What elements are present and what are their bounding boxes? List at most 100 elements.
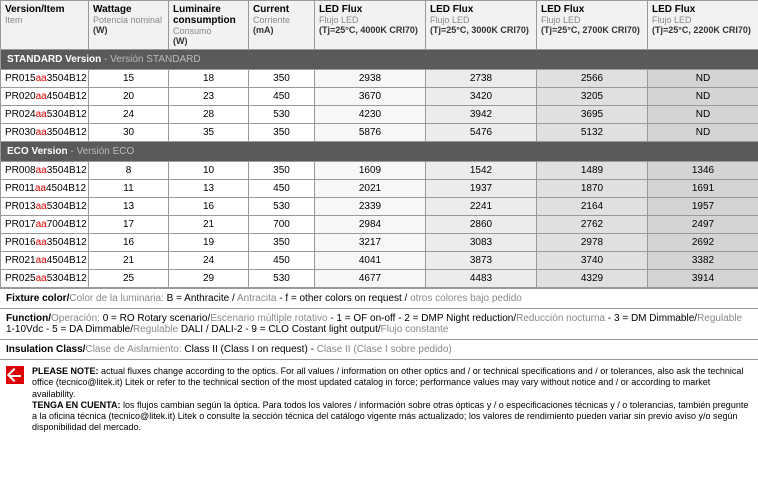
led-flux: ND [648, 124, 758, 142]
part-number: PR024aa5304B12 [1, 106, 89, 124]
consumption: 35 [169, 124, 249, 142]
please-note: PLEASE NOTE: actual fluxes change accord… [0, 359, 758, 440]
part-number: PR030aa3504B12 [1, 124, 89, 142]
part-number: PR015aa3504B12 [1, 70, 89, 88]
led-flux: 4041 [315, 252, 426, 270]
led-flux: 2938 [315, 70, 426, 88]
led-flux: 3205 [537, 88, 648, 106]
led-flux: 5476 [426, 124, 537, 142]
part-number: PR011aa4504B12 [1, 180, 89, 198]
wattage: 13 [89, 198, 169, 216]
led-flux: 4329 [537, 270, 648, 288]
consumption: 21 [169, 216, 249, 234]
wattage: 15 [89, 70, 169, 88]
consumption: 13 [169, 180, 249, 198]
led-flux: 3670 [315, 88, 426, 106]
led-flux: 3740 [537, 252, 648, 270]
led-flux: 2762 [537, 216, 648, 234]
table-row: PR008aa3504B128103501609154214891346 [1, 162, 758, 180]
table-row: PR013aa5304B1213165302339224121641957 [1, 198, 758, 216]
led-flux: 4483 [426, 270, 537, 288]
column-header: Luminaire consumptionConsumo(W) [169, 1, 249, 50]
led-flux: 2978 [537, 234, 648, 252]
wattage: 21 [89, 252, 169, 270]
led-flux: ND [648, 106, 758, 124]
consumption: 19 [169, 234, 249, 252]
table-row: PR025aa5304B1225295304677448343293914 [1, 270, 758, 288]
led-flux: 5132 [537, 124, 648, 142]
wattage: 11 [89, 180, 169, 198]
led-flux: 2692 [648, 234, 758, 252]
wattage: 16 [89, 234, 169, 252]
led-flux: 1870 [537, 180, 648, 198]
column-header: LED FluxFlujo LED(Tj=25°C, 2200K CRI70) [648, 1, 758, 50]
current: 530 [249, 270, 315, 288]
wattage: 24 [89, 106, 169, 124]
consumption: 29 [169, 270, 249, 288]
consumption: 10 [169, 162, 249, 180]
led-flux: 2241 [426, 198, 537, 216]
led-flux: 3914 [648, 270, 758, 288]
table-row: PR020aa4504B122023450367034203205ND [1, 88, 758, 106]
led-flux: 1542 [426, 162, 537, 180]
led-flux: 1609 [315, 162, 426, 180]
current: 530 [249, 198, 315, 216]
part-number: PR008aa3504B12 [1, 162, 89, 180]
consumption: 28 [169, 106, 249, 124]
column-header: LED FluxFlujo LED(Tj=25°C, 4000K CRI70) [315, 1, 426, 50]
part-number: PR021aa4504B12 [1, 252, 89, 270]
consumption: 16 [169, 198, 249, 216]
led-flux: 2984 [315, 216, 426, 234]
led-flux: 3695 [537, 106, 648, 124]
led-flux: 1937 [426, 180, 537, 198]
led-flux: 3382 [648, 252, 758, 270]
column-header: LED FluxFlujo LED(Tj=25°C, 2700K CRI70) [537, 1, 648, 50]
led-flux: 3083 [426, 234, 537, 252]
table-row: PR024aa5304B122428530423039423695ND [1, 106, 758, 124]
consumption: 23 [169, 88, 249, 106]
current: 530 [249, 106, 315, 124]
current: 350 [249, 162, 315, 180]
wattage: 25 [89, 270, 169, 288]
current: 700 [249, 216, 315, 234]
led-flux: 3217 [315, 234, 426, 252]
part-number: PR020aa4504B12 [1, 88, 89, 106]
part-number: PR013aa5304B12 [1, 198, 89, 216]
led-flux: 5876 [315, 124, 426, 142]
led-flux: 1489 [537, 162, 648, 180]
led-flux: 2497 [648, 216, 758, 234]
table-row: PR030aa3504B123035350587654765132ND [1, 124, 758, 142]
led-flux: 3873 [426, 252, 537, 270]
led-flux: 1691 [648, 180, 758, 198]
consumption: 24 [169, 252, 249, 270]
led-flux: ND [648, 70, 758, 88]
table-row: PR021aa4504B1221244504041387337403382 [1, 252, 758, 270]
column-header: LED FluxFlujo LED(Tj=25°C, 3000K CRI70) [426, 1, 537, 50]
footnote: Function/Operación: 0 = RO Rotary scenar… [0, 308, 758, 339]
led-flux: 2021 [315, 180, 426, 198]
wattage: 17 [89, 216, 169, 234]
current: 450 [249, 180, 315, 198]
current: 350 [249, 124, 315, 142]
column-header: WattagePotencia nominal(W) [89, 1, 169, 50]
led-flux: 2164 [537, 198, 648, 216]
table-row: PR017aa7004B1217217002984286027622497 [1, 216, 758, 234]
wattage: 8 [89, 162, 169, 180]
spec-table: Version/ItemItemWattagePotencia nominal(… [0, 0, 758, 288]
led-flux: 3942 [426, 106, 537, 124]
current: 350 [249, 70, 315, 88]
led-flux: 4230 [315, 106, 426, 124]
part-number: PR025aa5304B12 [1, 270, 89, 288]
section-header: ECO Version - Versión ECO [1, 142, 758, 162]
led-flux: 2566 [537, 70, 648, 88]
consumption: 18 [169, 70, 249, 88]
footnote: Fixture color/Color de la luminaria: B =… [0, 288, 758, 308]
wattage: 30 [89, 124, 169, 142]
led-flux: 4677 [315, 270, 426, 288]
led-flux: 1957 [648, 198, 758, 216]
part-number: PR016aa3504B12 [1, 234, 89, 252]
footnote: Insulation Class/Clase de Aislamiento: C… [0, 339, 758, 359]
led-flux: 2738 [426, 70, 537, 88]
led-flux: 2860 [426, 216, 537, 234]
warning-icon [6, 366, 24, 384]
